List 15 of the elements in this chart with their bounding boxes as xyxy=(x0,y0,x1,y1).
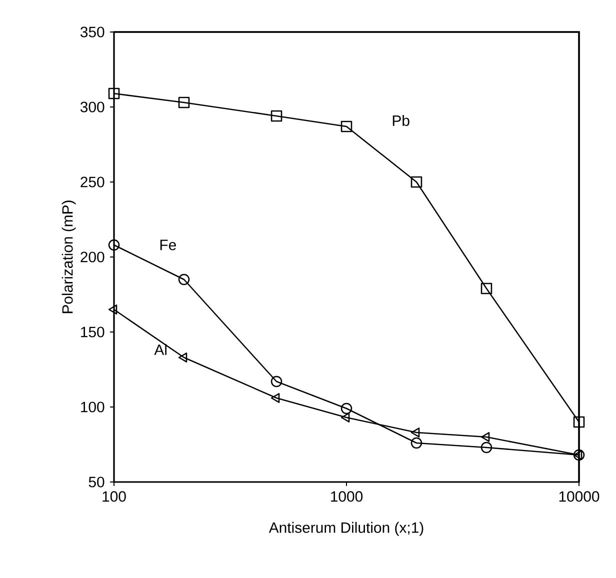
y-tick-label: 50 xyxy=(88,476,104,488)
y-tick-label: 250 xyxy=(80,176,104,188)
x-tick-label: 100 xyxy=(102,491,126,502)
y-tick-label: 350 xyxy=(80,26,104,38)
x-tick-label: 10000 xyxy=(559,491,600,502)
y-tick-label: 300 xyxy=(80,102,104,112)
y-axis-title: Polarization (mP) xyxy=(62,200,76,314)
y-tick-label: 150 xyxy=(81,326,104,338)
series-label: Fe xyxy=(160,240,176,250)
y-tick-label: 200 xyxy=(80,252,104,262)
x-axis-title: Antiserum Dilution (x;1) xyxy=(268,522,424,536)
x-tick-label: 1000 xyxy=(331,491,363,502)
y-tick-label: 100 xyxy=(81,402,104,412)
series-label: Pb xyxy=(392,115,410,126)
series-label: Al xyxy=(154,344,166,355)
